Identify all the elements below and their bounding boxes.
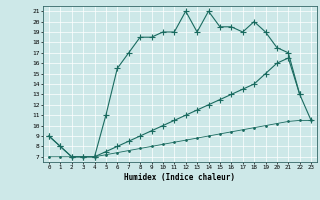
X-axis label: Humidex (Indice chaleur): Humidex (Indice chaleur) (124, 173, 236, 182)
